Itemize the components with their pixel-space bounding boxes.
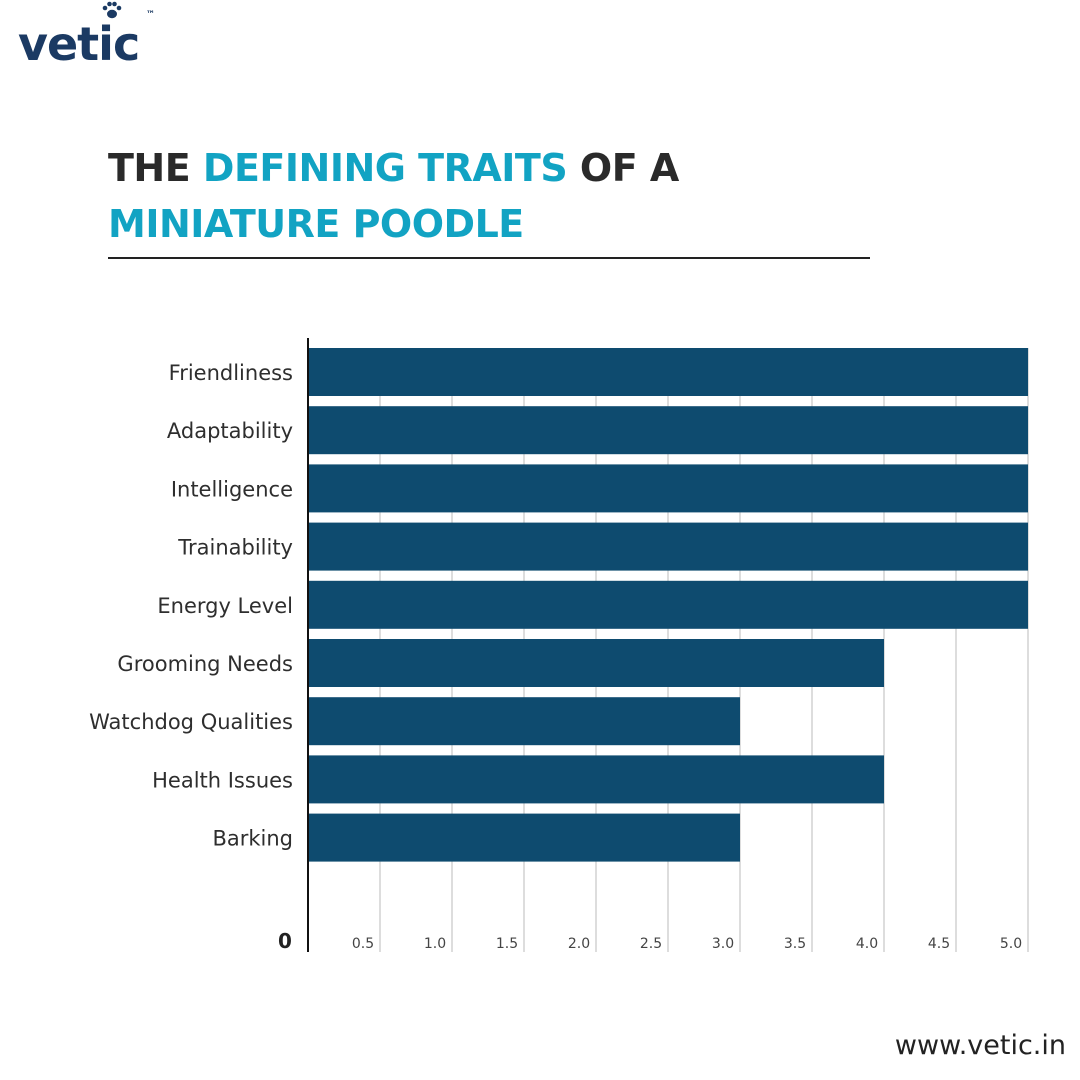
origin-label: 0	[278, 929, 292, 953]
category-label: Barking	[212, 827, 293, 851]
x-tick-label: 1.5	[496, 936, 518, 952]
bar-intelligence	[308, 464, 1028, 513]
title-part-3: OF A	[567, 146, 679, 190]
category-label: Adaptability	[167, 419, 293, 443]
trademark-symbol: ™	[146, 10, 155, 20]
logo-text: vetic	[18, 17, 140, 71]
category-label: Watchdog Qualities	[89, 710, 293, 734]
category-label: Intelligence	[171, 477, 293, 501]
bar-watchdog-qualities	[308, 697, 740, 746]
x-tick-label: 2.0	[568, 936, 590, 952]
x-tick-label: 4.0	[856, 936, 878, 952]
vetic-logo: vetic	[18, 14, 140, 74]
title-accent-1: DEFINING TRAITS	[202, 146, 568, 190]
bar-trainability	[308, 522, 1028, 571]
x-tick-label: 1.0	[424, 936, 446, 952]
page-title: THE DEFINING TRAITS OF A MINIATURE POODL…	[108, 140, 679, 252]
bar-grooming-needs	[308, 639, 884, 687]
trait-bar-chart: Friendliness Adaptability Intelligence Trai…	[89, 338, 1029, 953]
category-label: Energy Level	[157, 594, 293, 618]
x-tick-label: 2.5	[640, 936, 662, 952]
title-line-1: THE DEFINING TRAITS OF A	[108, 140, 679, 196]
title-part-1: THE	[108, 146, 203, 190]
website-url[interactable]: www.vetic.in	[894, 1030, 1066, 1061]
x-tick-label: 3.5	[784, 936, 806, 952]
x-tick-label: 5.0	[1000, 936, 1022, 952]
category-label: Grooming Needs	[117, 652, 293, 676]
category-label: Friendliness	[169, 361, 293, 385]
x-tick-label: 0.5	[352, 936, 374, 952]
x-tick-label: 3.0	[712, 936, 734, 952]
bar-barking	[308, 813, 740, 862]
category-label: Trainability	[177, 536, 293, 560]
category-label: Health Issues	[152, 768, 293, 792]
bar-health-issues	[308, 755, 884, 804]
title-underline	[108, 257, 870, 259]
paw-icon	[102, 1, 122, 19]
x-tick-label: 4.5	[928, 936, 950, 952]
bar-adaptability	[308, 406, 1028, 455]
bar-energy-level	[308, 580, 1028, 629]
bar-friendliness	[308, 348, 1028, 396]
title-line-2: MINIATURE POODLE	[108, 202, 524, 246]
